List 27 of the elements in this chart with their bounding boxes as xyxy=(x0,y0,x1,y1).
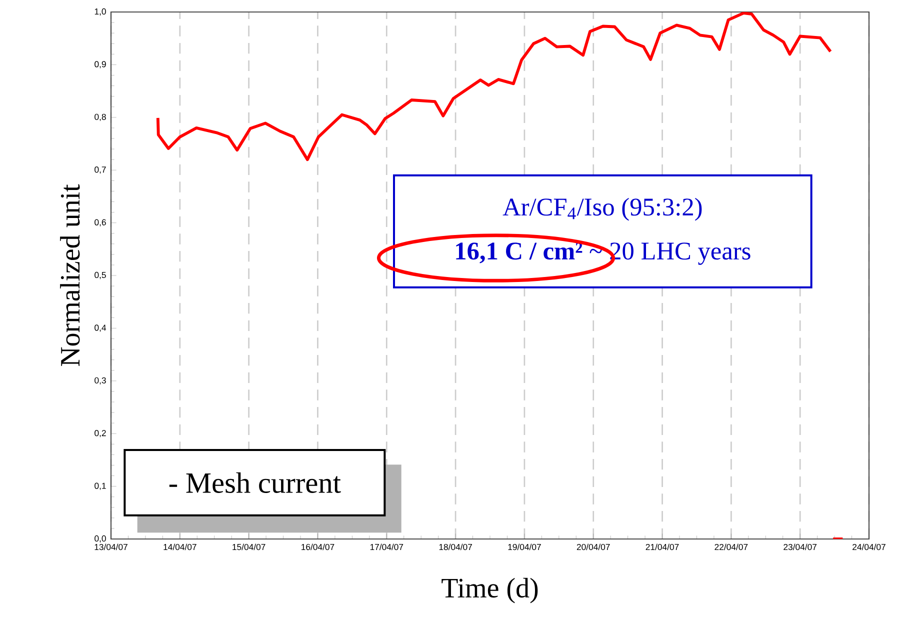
x-tick-label: 17/04/07 xyxy=(370,544,404,550)
x-tick-label: 14/04/07 xyxy=(164,544,196,550)
y-tick-label: 0,4 xyxy=(94,324,106,332)
x-tick-label: 22/04/07 xyxy=(714,544,748,550)
x-tick-label: 20/04/07 xyxy=(576,544,610,550)
y-tick-label: 0,0 xyxy=(94,535,106,543)
x-tick-label: 18/04/07 xyxy=(439,544,472,550)
y-tick-label: 0,2 xyxy=(94,430,106,438)
y-tick-label: 0,5 xyxy=(94,272,106,280)
annotation: Ar/CF$_{4}$/Iso (95:3:2) xyxy=(502,198,702,221)
x-tick-label: 16/04/07 xyxy=(302,544,334,550)
y-tick-label: 0,7 xyxy=(94,166,106,174)
y-tick-label: 0,3 xyxy=(94,377,106,384)
x-tick-label: 15/04/07 xyxy=(232,544,266,550)
y-tick-label: 1,0 xyxy=(94,8,106,16)
x-tick-label: 19/04/07 xyxy=(508,544,541,550)
x-tick-label: 23/04/07 xyxy=(784,544,817,550)
x-axis-title: Time (d) xyxy=(442,578,538,604)
x-tick-label: 13/04/07 xyxy=(94,544,128,550)
y-tick-label: 0,9 xyxy=(94,61,106,68)
annotation: - Mesh current xyxy=(169,472,341,493)
y-tick-label: 0,8 xyxy=(94,114,106,121)
y-tick-label: 0,6 xyxy=(94,219,106,226)
x-tick-label: 24/04/07 xyxy=(852,544,886,550)
y-tick-label: 0,1 xyxy=(94,482,106,490)
x-tick-label: 21/04/07 xyxy=(646,544,679,550)
y-axis-title: Normalized unit xyxy=(60,184,80,366)
